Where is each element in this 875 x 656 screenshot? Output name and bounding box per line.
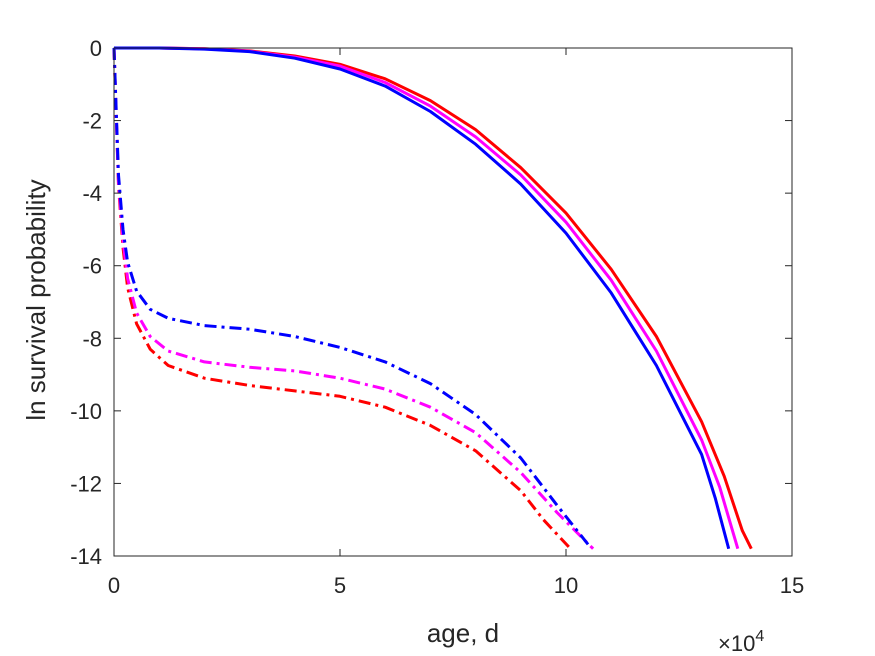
y-tick-label: -12	[70, 471, 102, 496]
x-axis-exponent: ×104	[718, 628, 764, 656]
series-line-3	[114, 46, 731, 550]
plot-lines	[112, 46, 753, 550]
y-tick-label: -10	[70, 399, 102, 424]
y-tick-label: -2	[82, 109, 102, 134]
series-line-5	[112, 47, 595, 550]
x-axis-label: age, d	[427, 618, 499, 648]
tick-labels: 0 5 10 15 0 -2 -4 -6 -8 -10 -12 -14	[70, 36, 804, 598]
x-tick-label: 10	[554, 573, 578, 598]
x-tick-label: 5	[334, 573, 346, 598]
y-tick-label: -4	[82, 181, 102, 206]
y-tick-label: -6	[82, 254, 102, 279]
x-axis-exponent-base: ×10	[718, 631, 755, 656]
x-axis-exponent-power: 4	[755, 628, 764, 645]
x-tick-label: 0	[108, 573, 120, 598]
plot-frame	[113, 47, 793, 557]
x-tick-label: 15	[780, 573, 804, 598]
y-tick-label: -8	[82, 326, 102, 351]
y-tick-label: -14	[70, 544, 102, 569]
axis-ticks	[113, 47, 793, 557]
series-line-6	[112, 47, 590, 547]
y-tick-label: 0	[90, 36, 102, 61]
y-axis-label: ln survival probability	[21, 179, 51, 420]
